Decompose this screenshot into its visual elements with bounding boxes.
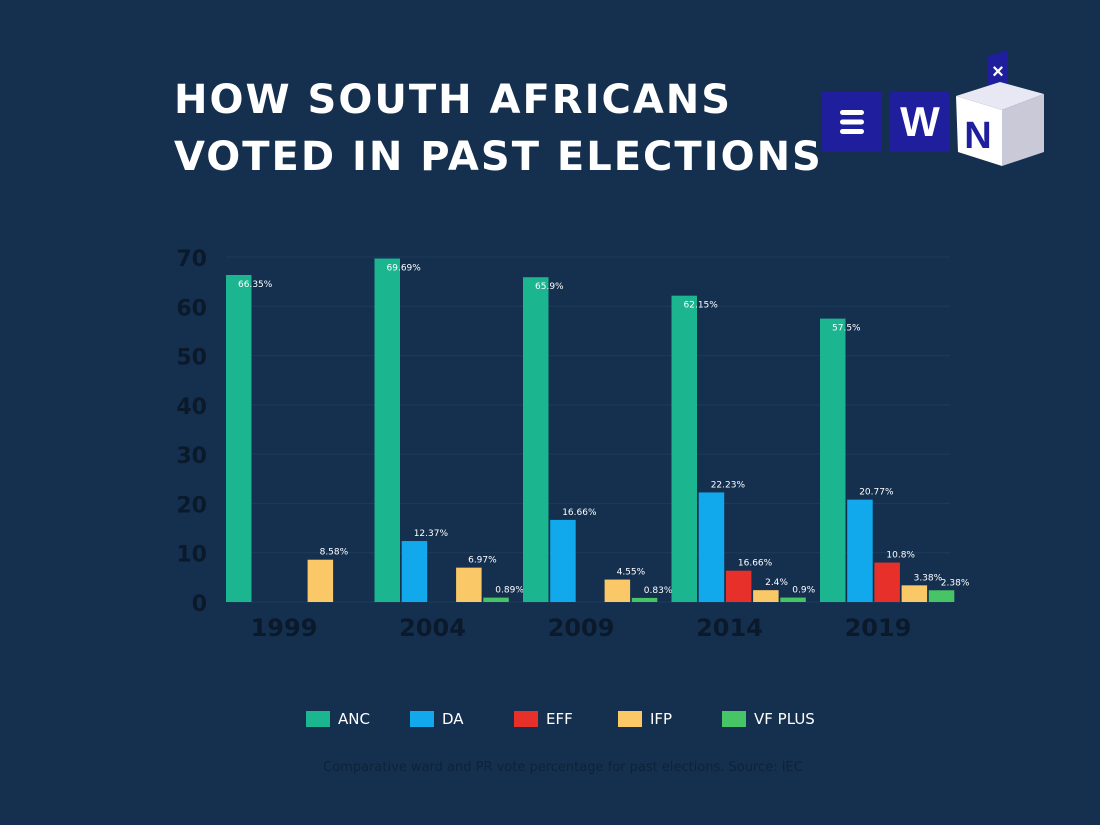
bar-da-2014 bbox=[698, 492, 725, 602]
y-tick-label: 40 bbox=[176, 395, 207, 420]
legend-label-da: DA bbox=[442, 710, 464, 728]
y-tick-label: 70 bbox=[176, 247, 207, 272]
title-line-2: VOTED IN PAST ELECTIONS bbox=[174, 134, 823, 180]
data-label: 6.97% bbox=[468, 556, 497, 566]
bar-vf-plus-2014 bbox=[780, 597, 806, 602]
bar-eff-2014 bbox=[725, 570, 752, 602]
legend-label-vf-plus: VF PLUS bbox=[754, 710, 815, 728]
x-tick-label: 2014 bbox=[696, 614, 763, 642]
legend-swatch-eff bbox=[514, 711, 538, 727]
data-label: 2.4% bbox=[765, 578, 788, 588]
data-label: 4.55% bbox=[617, 568, 646, 578]
bar-vf-plus-2009 bbox=[631, 597, 658, 602]
data-label: 69.69% bbox=[387, 264, 422, 274]
logo-tile-e bbox=[822, 92, 882, 152]
bar-ifp-2014 bbox=[753, 590, 779, 602]
x-tick-label: 2009 bbox=[548, 614, 615, 642]
data-label: 57.5% bbox=[832, 324, 861, 334]
bar-chart: 0 10 20 30 40 50 60 70 66.35% 8.58% 1999 69.69% 12.3… bbox=[176, 247, 970, 642]
x-tick-label: 2019 bbox=[845, 614, 912, 642]
legend-item-anc: ANC bbox=[306, 708, 410, 730]
bar-anc-2004 bbox=[374, 258, 400, 602]
data-label: 66.35% bbox=[238, 280, 273, 290]
bar-vf-plus-2019 bbox=[928, 590, 955, 602]
x-tick-label: 2004 bbox=[399, 614, 466, 642]
logo-tile-w: W bbox=[890, 92, 950, 152]
y-tick-label: 60 bbox=[176, 296, 207, 321]
chart-title: HOW SOUTH AFRICANS VOTED IN PAST ELECTIO… bbox=[174, 72, 823, 186]
bar-da-2019 bbox=[847, 499, 873, 602]
legend-item-da: DA bbox=[410, 708, 514, 730]
y-tick-label: 50 bbox=[176, 346, 207, 371]
data-label: 16.66% bbox=[738, 559, 773, 569]
chart-legend: ANC DA EFF IFP VF PLUS bbox=[306, 708, 826, 730]
bar-eff-2019 bbox=[874, 562, 900, 602]
legend-label-ifp: IFP bbox=[650, 710, 673, 728]
legend-swatch-da bbox=[410, 711, 434, 727]
data-label: 8.58% bbox=[320, 548, 349, 558]
bar-anc-2019 bbox=[820, 318, 846, 602]
data-label: 62.15% bbox=[684, 301, 719, 311]
legend-item-vf-plus: VF PLUS bbox=[722, 708, 826, 730]
bar-anc-2009 bbox=[523, 277, 549, 602]
bar-vf-plus-2004 bbox=[483, 597, 509, 602]
legend-swatch-ifp bbox=[618, 711, 642, 727]
legend-item-eff: EFF bbox=[514, 708, 618, 730]
legend-label-anc: ANC bbox=[338, 710, 370, 728]
bar-ifp-2004 bbox=[456, 567, 482, 602]
data-label: 10.8% bbox=[886, 551, 915, 561]
bar-ifp-2019 bbox=[901, 585, 928, 602]
data-label: 22.23% bbox=[711, 480, 746, 490]
title-line-1: HOW SOUTH AFRICANS bbox=[174, 77, 733, 123]
data-label: 65.9% bbox=[535, 282, 564, 292]
data-label: 12.37% bbox=[414, 529, 449, 539]
data-label: 0.89% bbox=[495, 586, 524, 596]
data-label: 20.77% bbox=[859, 488, 894, 498]
bar-anc-2014 bbox=[671, 295, 697, 602]
legend-swatch-anc bbox=[306, 711, 330, 727]
bar-ifp-2009 bbox=[604, 579, 631, 602]
bar-da-2009 bbox=[550, 519, 576, 602]
y-tick-label: 30 bbox=[176, 444, 207, 469]
legend-label-eff: EFF bbox=[546, 710, 573, 728]
source-note: Comparative ward and PR vote percentage … bbox=[323, 760, 803, 775]
bar-anc-1999 bbox=[226, 274, 252, 602]
y-tick-label: 0 bbox=[192, 592, 207, 617]
ballot-box-icon: × N bbox=[956, 50, 1044, 166]
logo-letter-n: N bbox=[964, 115, 991, 157]
legend-item-ifp: IFP bbox=[618, 708, 722, 730]
legend-swatch-vf-plus bbox=[722, 711, 746, 727]
y-tick-label: 10 bbox=[176, 543, 207, 568]
logo-e-bars bbox=[840, 110, 864, 134]
data-label: 0.83% bbox=[644, 586, 673, 596]
data-label: 16.66% bbox=[562, 508, 597, 518]
x-tick-label: 1999 bbox=[251, 614, 318, 642]
ballot-mark: × bbox=[992, 61, 1004, 83]
data-label: 3.38% bbox=[914, 573, 943, 583]
data-label: 0.9% bbox=[792, 586, 815, 596]
bar-ifp-1999 bbox=[307, 559, 334, 602]
data-label: 2.38% bbox=[941, 578, 970, 588]
bar-da-2004 bbox=[401, 541, 428, 602]
y-tick-label: 20 bbox=[176, 493, 207, 518]
